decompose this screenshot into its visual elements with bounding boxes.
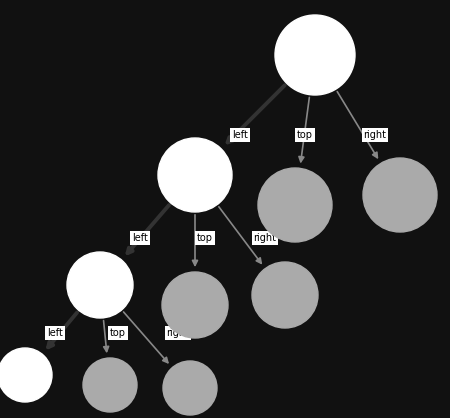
Text: top: top xyxy=(110,328,126,338)
Text: right: right xyxy=(364,130,387,140)
Circle shape xyxy=(158,138,232,212)
Text: right: right xyxy=(166,328,189,338)
Circle shape xyxy=(275,15,355,95)
Circle shape xyxy=(363,158,437,232)
Circle shape xyxy=(67,252,133,318)
Circle shape xyxy=(258,168,332,242)
Circle shape xyxy=(163,361,217,415)
Circle shape xyxy=(0,348,52,402)
Text: left: left xyxy=(47,328,63,338)
Text: top: top xyxy=(297,130,313,140)
Text: top: top xyxy=(197,233,213,243)
Text: left: left xyxy=(232,130,248,140)
Circle shape xyxy=(162,272,228,338)
Text: left: left xyxy=(132,233,148,243)
Circle shape xyxy=(252,262,318,328)
Text: right: right xyxy=(253,233,276,243)
Circle shape xyxy=(83,358,137,412)
